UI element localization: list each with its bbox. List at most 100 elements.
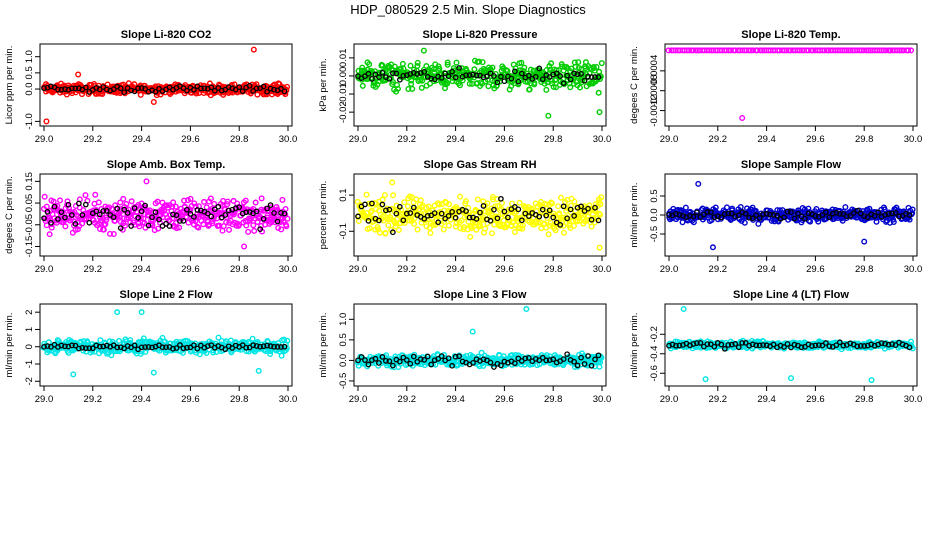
panel-4: Slope Amb. Box Temp. 29.0 29.2 29.4 29.6 29.8… (4, 159, 297, 275)
data-point-black (449, 68, 455, 75)
data-point (201, 198, 208, 205)
data-point (546, 222, 553, 229)
data-point-black (393, 70, 400, 77)
data-point-black (826, 343, 833, 350)
data-point (567, 202, 574, 209)
data-point-black (522, 355, 529, 362)
data-point-black (543, 357, 550, 364)
series-points (666, 305, 916, 384)
panel-title: Slope Amb. Box Temp. (107, 159, 226, 171)
x-tick-label: 29.6 (495, 394, 514, 405)
data-point-black (788, 209, 794, 215)
data-point-black (749, 341, 756, 348)
data-point (99, 91, 106, 98)
y-tick-label: -0.5 (338, 373, 349, 389)
data-point-black (243, 209, 250, 216)
data-point-black (470, 71, 476, 78)
data-point (576, 84, 583, 91)
data-point-black (861, 343, 868, 349)
data-point-black (138, 85, 145, 91)
data-point (476, 363, 483, 370)
data-point-black (491, 73, 497, 79)
data-point (382, 230, 389, 237)
data-point-black (746, 214, 753, 221)
data-point-black (417, 356, 424, 362)
data-point-black (225, 207, 232, 214)
data-point-black (847, 212, 854, 219)
data-point-black (525, 355, 532, 361)
data-point (557, 194, 564, 201)
data-point-black (854, 343, 861, 350)
data-point-black (445, 213, 452, 219)
data-point-black (676, 342, 683, 349)
data-point-black (208, 342, 215, 349)
data-point-black (564, 351, 570, 358)
data-point-black (666, 211, 672, 218)
panel-3: Slope Li-820 Temp. 29.0 29.2 29.4 29.6 29.8 30… (629, 29, 922, 145)
data-point (394, 85, 401, 92)
data-point (90, 207, 97, 214)
data-point-black (592, 74, 598, 80)
data-point (592, 208, 599, 215)
data-point (427, 229, 434, 236)
data-point-black (410, 353, 417, 360)
data-point-black (372, 355, 379, 362)
data-point-black (41, 343, 47, 350)
data-point (245, 228, 252, 235)
data-point (436, 201, 443, 208)
data-point-black (232, 205, 239, 211)
data-point-black (44, 343, 51, 349)
data-point (443, 199, 450, 206)
data-point-black (889, 341, 895, 347)
data-point-black (138, 344, 145, 351)
data-point (531, 81, 538, 88)
data-point-black (383, 207, 389, 214)
data-point (556, 210, 563, 217)
data-point (839, 217, 846, 224)
outlier-point (150, 98, 157, 105)
y-tick-label: 1.0 (24, 50, 35, 63)
plot-frame (39, 303, 293, 387)
data-point-black (466, 72, 473, 78)
y-axis-label: ml/min per min. (318, 313, 329, 378)
series-points (665, 47, 915, 122)
data-point (355, 218, 362, 225)
x-tick-label: 29.2 (709, 394, 728, 405)
y-tick-label: -0.02 (338, 101, 349, 123)
data-point (172, 203, 179, 210)
data-point-black (501, 208, 508, 215)
data-point-black (48, 219, 54, 226)
data-point-black (100, 343, 107, 350)
panel-1: Slope Li-820 CO2 29.0 29.2 29.4 29.6 29.8 30.0… (4, 29, 297, 145)
data-point-black (494, 79, 501, 86)
data-point (414, 59, 421, 66)
data-point-black (518, 70, 525, 77)
data-point-black (774, 212, 780, 219)
data-point (366, 225, 373, 232)
data-point-black (505, 214, 511, 221)
data-point (598, 60, 605, 67)
data-point-black (173, 212, 180, 219)
data-point-black (204, 343, 211, 349)
data-point-black (438, 210, 445, 217)
data-point (679, 219, 686, 226)
data-point (508, 355, 515, 362)
data-point-black (142, 344, 148, 350)
data-point-black (452, 353, 459, 360)
x-tick-label: 29.0 (660, 394, 679, 405)
data-point-black (829, 210, 836, 217)
data-point (493, 82, 500, 89)
data-point-black (82, 345, 89, 352)
data-point-black (864, 214, 871, 220)
data-point-black (885, 211, 892, 217)
data-point-black (480, 356, 487, 363)
data-point (401, 199, 408, 206)
data-point-black (281, 343, 288, 350)
panel-6: Slope Sample Flow 29.0 29.2 29.4 29.6 29.8 30.… (629, 159, 922, 275)
data-point-black (449, 209, 455, 215)
y-tick-label: -0.05 (24, 214, 35, 236)
data-point (181, 197, 188, 204)
data-point-black (536, 213, 543, 220)
data-point-black (595, 74, 602, 80)
data-point-black (550, 214, 557, 221)
